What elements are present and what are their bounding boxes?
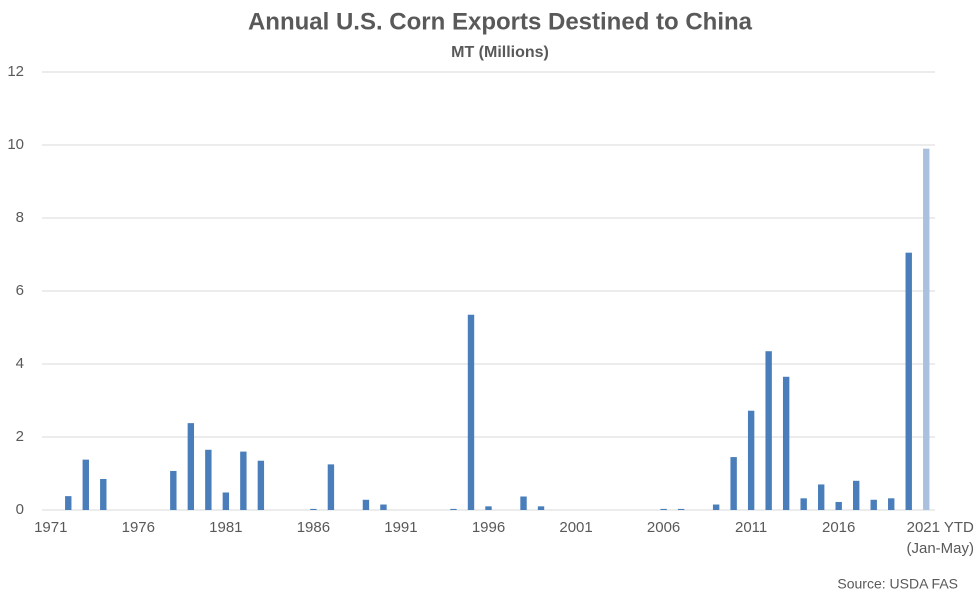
bar xyxy=(765,351,772,510)
x-tick-label: 2001 xyxy=(559,519,592,536)
bar xyxy=(537,506,545,510)
bar xyxy=(467,314,475,510)
y-tick-label: 10 xyxy=(7,136,24,153)
bar xyxy=(835,501,842,510)
x-tick-label: 1991 xyxy=(384,519,417,536)
bar xyxy=(222,492,230,510)
x-tick-label: 2011 xyxy=(735,519,767,536)
bar xyxy=(310,508,317,510)
bar xyxy=(187,423,195,510)
bar xyxy=(817,484,825,510)
x-tick-label: 1996 xyxy=(472,519,505,536)
bar xyxy=(712,504,720,510)
source-note: Source: USDA FAS xyxy=(837,576,958,592)
x-tick-label: 1976 xyxy=(122,519,155,536)
bar xyxy=(170,470,177,510)
x-tick-label: 2016 xyxy=(822,519,855,536)
bar xyxy=(660,508,667,510)
bar xyxy=(853,480,860,510)
chart-title: Annual U.S. Corn Exports Destined to Chi… xyxy=(248,8,753,35)
x-tick-label: 1981 xyxy=(209,519,242,536)
bar xyxy=(730,457,737,510)
y-tick-label: 4 xyxy=(16,355,24,372)
y-tick-label: 2 xyxy=(16,428,24,445)
x-tick-label: 2021 YTD (Jan-May) xyxy=(906,519,974,557)
bar xyxy=(747,410,755,510)
bar xyxy=(905,252,912,511)
bar xyxy=(450,508,457,510)
x-tick-label: 1986 xyxy=(297,519,330,536)
bar xyxy=(240,451,247,510)
y-tick-label: 8 xyxy=(16,209,24,226)
bar xyxy=(327,464,335,510)
bar xyxy=(82,459,89,510)
y-tick-label: 12 xyxy=(7,63,24,80)
bar xyxy=(100,478,107,510)
bar xyxy=(380,504,387,510)
bar xyxy=(520,496,527,510)
bar xyxy=(888,498,895,510)
x-tick-label: 1971 xyxy=(34,519,67,536)
bar xyxy=(205,449,212,510)
x-tick-label: 2006 xyxy=(647,519,680,536)
y-tick-label: 0 xyxy=(16,501,24,518)
chart-subtitle: MT (Millions) xyxy=(451,44,549,61)
bar xyxy=(485,506,492,510)
bar xyxy=(677,508,685,510)
bar xyxy=(923,148,930,510)
bar xyxy=(800,498,807,510)
bar xyxy=(362,499,370,510)
y-tick-label: 6 xyxy=(16,282,24,299)
bar xyxy=(65,496,72,510)
bar xyxy=(257,460,265,510)
bar xyxy=(782,376,790,510)
bar xyxy=(870,499,877,510)
